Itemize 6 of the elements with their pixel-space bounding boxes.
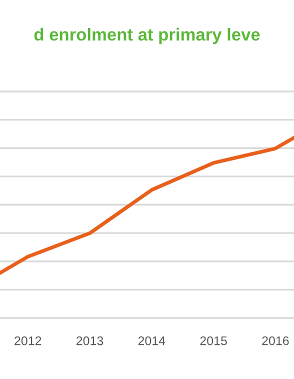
chart-title: d enrolment at primary leve [34, 28, 260, 44]
x-tick-label: 2014 [138, 336, 166, 346]
x-tick-label: 2013 [76, 336, 104, 346]
x-tick-label: 2012 [14, 336, 42, 346]
x-tick-label: 2015 [200, 336, 227, 346]
x-tick-label: 2016 [262, 336, 289, 346]
